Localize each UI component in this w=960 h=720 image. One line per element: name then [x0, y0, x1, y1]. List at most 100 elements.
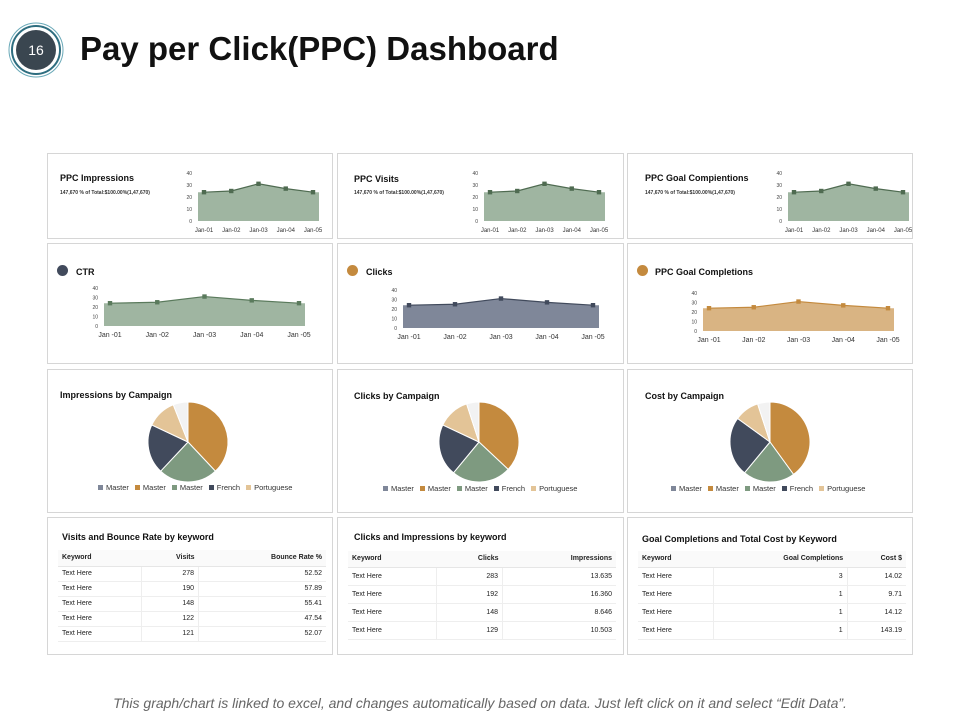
legend-item: Master — [707, 484, 739, 493]
panel-clicks-by-campaign[interactable]: Clicks by Campaign Master Master Master Fre… — [337, 369, 624, 513]
legend-swatch — [246, 485, 252, 490]
x-tick-label: Jan-03 — [535, 228, 554, 234]
x-tick-label: Jan -01 — [98, 332, 121, 339]
data-point — [596, 190, 602, 195]
legend-label: Master — [179, 483, 203, 492]
table-cell: Text Here — [348, 603, 438, 622]
legend-label: Master — [142, 483, 166, 492]
data-point — [846, 181, 851, 186]
legend-swatch — [671, 486, 676, 491]
area-fill — [104, 296, 305, 326]
table-cell: Text Here — [348, 621, 438, 640]
x-tick-label: Jan-05 — [894, 228, 913, 234]
panel-impressions-by-campaign[interactable]: Impressions by Campaign Master Master Mast… — [47, 369, 333, 513]
panel-ppc-visits[interactable]: PPC Visits 147,670 % of Total:$100.00%(1… — [337, 153, 624, 239]
panel-title: Clicks — [366, 267, 393, 277]
table-cell: Text Here — [638, 585, 715, 604]
data-point — [452, 302, 458, 307]
data-point — [296, 301, 302, 306]
legend-label: Master — [391, 484, 414, 493]
column-header: Visits — [141, 550, 199, 567]
legend-item: Master — [171, 483, 203, 492]
panel-ppc-impressions[interactable]: PPC Impressions 147,670 % of Total:$100.… — [47, 153, 333, 239]
x-tick-label: Jan -01 — [697, 337, 720, 344]
legend-swatch — [744, 486, 750, 491]
legend-swatch — [171, 485, 177, 490]
y-tick-label: 10 — [186, 207, 192, 213]
column-header: Keyword — [348, 551, 437, 568]
panel-visits-bounce-table[interactable]: Visits and Bounce Rate by keyword Keywor… — [47, 517, 333, 655]
table-row: Text Here 3 14.02 — [638, 567, 906, 586]
panel-ppc-goal-compientions[interactable]: PPC Goal Compientions 147,670 % of Total… — [627, 153, 913, 239]
goal-compientions-area-chart: 0 10 20 30 40 Jan-01 Jan-02 Jan-03 Jan-04 Jan-05 — [776, 171, 913, 234]
pie-slice — [187, 401, 229, 472]
panel-clicks[interactable]: Clicks 0 10 20 30 40 Jan -01 Jan -02 Jan -03 Jan… — [337, 243, 624, 364]
y-tick-label: 10 — [472, 207, 478, 213]
panel-ctr[interactable]: CTR 0 10 20 30 40 Jan -01 Jan -02 Jan -03 Jan -0… — [47, 243, 333, 364]
y-tick-label: 20 — [691, 310, 697, 316]
legend-item: Master — [671, 484, 702, 493]
x-tick-label: Jan -02 — [742, 337, 765, 344]
table-cell: 14.12 — [847, 603, 906, 622]
area-fill — [198, 183, 319, 221]
data-point — [107, 301, 113, 306]
data-point — [569, 186, 574, 191]
legend-item: Master — [383, 484, 414, 493]
x-tick-label: Jan-03 — [249, 228, 268, 234]
panel-cost-by-campaign[interactable]: Cost by Campaign Master Master Master Frenc… — [627, 369, 913, 513]
clicks-area-chart: 0 10 20 30 40 Jan -01 Jan -02 Jan -03 Jan -04 Jan… — [391, 288, 604, 341]
pie-slice — [438, 424, 480, 474]
panel-subtitle: 147,670 % of Total:$100.00%(1,47,670) — [354, 190, 444, 196]
pie-slice — [769, 401, 811, 476]
legend-item: Portuguese — [246, 483, 292, 492]
legend-item: French — [781, 484, 814, 493]
panel-title: Clicks and Impressions by keyword — [354, 532, 507, 542]
data-point — [155, 300, 160, 305]
x-tick-label: Jan -02 — [443, 334, 466, 341]
impressions-pie-legend: Master Master Master French Portuguese — [98, 483, 292, 492]
x-tick-label: Jan-04 — [563, 228, 582, 234]
data-point — [249, 298, 254, 303]
table-cell: 52.52 — [198, 566, 326, 582]
table-cell: 129 — [436, 621, 504, 640]
legend-item: Master — [744, 484, 776, 493]
data-point — [791, 190, 797, 195]
y-tick-label: 40 — [391, 288, 397, 294]
data-point — [841, 303, 846, 308]
clicks-impressions-table: Keyword Clicks Impressions Text Here 283 13.6… — [348, 551, 616, 640]
data-point — [900, 190, 906, 195]
table-cell: 278 — [141, 566, 200, 582]
data-point — [406, 303, 412, 308]
panel-title: PPC Goal Completions — [655, 267, 754, 277]
panel-ppc-goal-completions[interactable]: PPC Goal Completions 0 10 20 30 40 Jan -01 Jan… — [627, 243, 913, 364]
y-tick-label: 30 — [391, 298, 397, 304]
panel-goal-cost-table[interactable]: Goal Completions and Total Cost by Keywo… — [627, 517, 913, 655]
legend-item: French — [208, 483, 240, 492]
legend-item: Master — [456, 484, 488, 493]
table-row: Text Here 278 52.52 — [58, 566, 326, 582]
legend-label: French — [789, 484, 814, 493]
panel-clicks-impressions-table[interactable]: Clicks and Impressions by keyword Keywor… — [337, 517, 624, 655]
slide-number: 16 — [28, 42, 44, 58]
y-tick-label: 30 — [472, 183, 478, 189]
y-tick-label: 30 — [691, 301, 697, 307]
table-cell: 190 — [141, 581, 200, 597]
table-header-row: Keyword Clicks Impressions — [348, 551, 616, 568]
table-cell: Text Here — [638, 603, 715, 622]
footer-note: This graph/chart is linked to excel, and… — [113, 695, 847, 711]
table-cell: 52.07 — [198, 626, 326, 642]
y-tick-label: 10 — [92, 315, 98, 321]
table-cell: Text Here — [58, 626, 142, 642]
data-point — [542, 181, 547, 186]
table-cell: 57.89 — [198, 581, 326, 597]
table-cell: 3 — [713, 567, 848, 586]
data-point — [751, 305, 756, 310]
page-title: Pay per Click(PPC) Dashboard — [80, 30, 559, 67]
y-tick-label: 40 — [691, 291, 697, 297]
data-point — [283, 186, 288, 191]
table-cell: Text Here — [58, 581, 142, 597]
data-point — [873, 186, 878, 191]
pie-slice — [478, 401, 520, 471]
slide-number-badge: 16 — [8, 22, 64, 78]
x-tick-label: Jan -04 — [832, 337, 855, 344]
